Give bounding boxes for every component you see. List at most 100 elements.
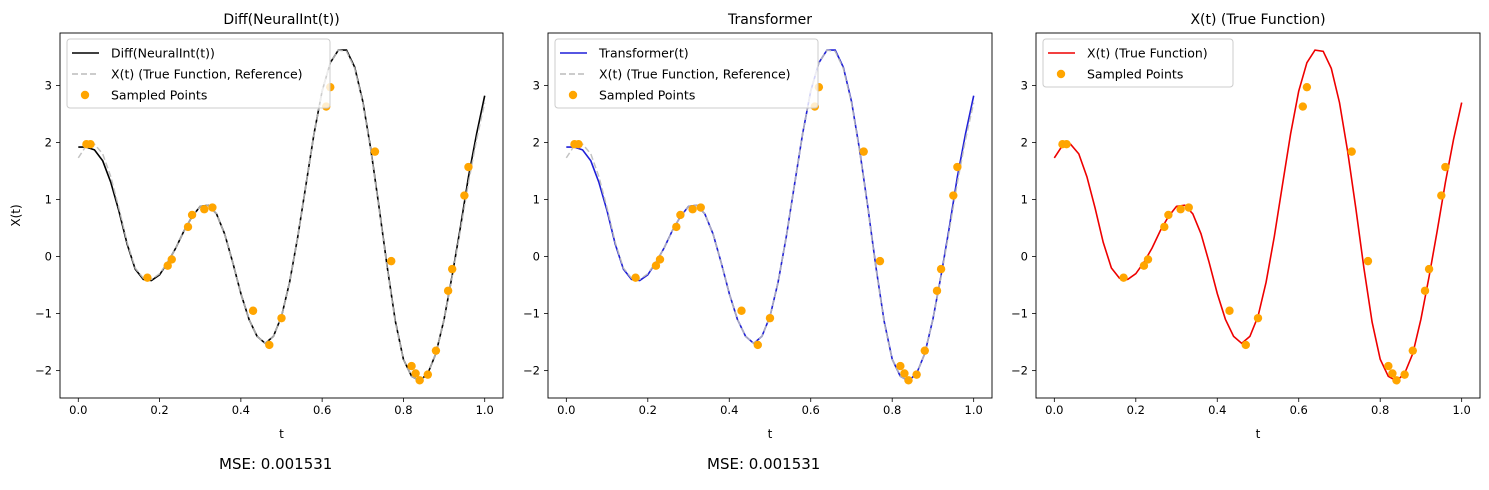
sampled-point	[200, 205, 209, 214]
x-tick-label: 0.8	[1371, 403, 1389, 417]
legend-entry-label: Sampled Points	[599, 88, 695, 103]
x-tick-label: 1.0	[476, 403, 494, 417]
sampled-point	[676, 210, 685, 220]
y-tick-label: 1	[1021, 193, 1028, 207]
sampled-point	[208, 203, 217, 212]
legend-entry-label: X(t) (True Function)	[1087, 46, 1208, 61]
sampled-point	[651, 261, 661, 270]
sampled-point	[696, 203, 705, 212]
sampled-point	[143, 273, 152, 282]
chart-title: Transformer	[727, 12, 812, 28]
x-axis-label: t	[279, 427, 284, 441]
x-tick-label: 0.4	[720, 403, 738, 417]
y-tick-label: −2	[1011, 364, 1028, 378]
sampled-point	[187, 210, 197, 220]
sampled-point	[672, 222, 681, 232]
sampled-point	[1420, 286, 1430, 295]
y-tick-label: −2	[523, 364, 540, 378]
sampled-point	[953, 162, 962, 172]
axes-frame	[1035, 32, 1481, 399]
chart-title: Diff(NeuralInt(t))	[223, 12, 339, 28]
legend: X(t) (True Function) Sampled Points	[1042, 38, 1234, 88]
axes-frame	[547, 32, 993, 399]
y-tick-label: −1	[1011, 307, 1028, 321]
sampled-point	[1225, 306, 1234, 315]
sampled-point	[1164, 210, 1173, 220]
sampled-point	[460, 191, 469, 200]
x-tick-label: 0.0	[1045, 403, 1063, 417]
sampled-point	[900, 369, 909, 378]
y-tick-label: 2	[1021, 136, 1028, 150]
sampled-point	[1139, 261, 1149, 270]
sampled-point	[1160, 222, 1169, 232]
legend: Transformer(t) X(t) (True Function, Refer…	[554, 38, 819, 109]
sampled-point	[859, 147, 868, 156]
y-tick-label: −1	[523, 307, 540, 321]
y-tick-label: 3	[533, 78, 540, 92]
sampled-point	[1384, 361, 1393, 371]
subplot-transformer: Transformer 0.0 0.2 0.4 0.6 0.8 1.0 −2 −1 0 1 2 3 t Tr…	[523, 12, 993, 441]
mse-label-transformer: MSE: 0.001531	[707, 455, 821, 473]
sampled-point	[737, 306, 746, 315]
sampled-point	[688, 205, 697, 214]
x-tick-label: 1.0	[965, 403, 983, 417]
sampled-point	[277, 313, 286, 323]
x-tick-label: 0.4	[1208, 403, 1226, 417]
sampled-point	[904, 376, 913, 385]
sampled-point	[920, 346, 929, 355]
sampled-point	[655, 255, 665, 264]
x-tick-label: 0.6	[313, 403, 331, 417]
sampled-point	[1184, 203, 1193, 212]
sampled-point	[1176, 205, 1185, 214]
x-tick-label: 0.2	[150, 403, 168, 417]
sampled-point	[1437, 191, 1446, 200]
sampled-point	[1408, 346, 1417, 355]
x-tick-label: 0.6	[802, 403, 820, 417]
x-tick-label: 0.0	[557, 403, 575, 417]
x-axis-label: t	[1256, 427, 1261, 441]
sampled-point	[765, 313, 775, 323]
series-line-true-function	[1053, 49, 1463, 382]
y-tick-label: 0	[533, 250, 540, 264]
x-tick-label: 0.2	[1127, 403, 1145, 417]
sampled-point	[1302, 82, 1312, 92]
sampled-point	[387, 256, 396, 266]
y-tick-label: 0	[1021, 250, 1028, 264]
sampled-point	[464, 162, 473, 172]
sampled-point	[574, 140, 583, 149]
plot-area	[77, 49, 486, 385]
sampled-point	[183, 222, 193, 232]
x-tick-label: 0.8	[394, 403, 412, 417]
sampled-point	[1441, 162, 1450, 172]
sampled-point	[1392, 376, 1401, 385]
sampled-point	[265, 340, 274, 350]
sampled-point	[1253, 313, 1263, 323]
sampled-point	[949, 191, 958, 200]
sampled-point	[86, 140, 95, 149]
legend-marker	[80, 90, 90, 100]
sampled-point	[1143, 255, 1153, 264]
y-tick-label: 3	[45, 78, 52, 92]
axes-frame	[59, 32, 504, 399]
y-tick-label: 0	[45, 250, 52, 264]
x-tick-label: 0.4	[232, 403, 250, 417]
x-tick-label: 1.0	[1453, 403, 1471, 417]
subplot-true-function: X(t) (True Function) 0.0 0.2 0.4 0.6 0.8 1.0 −2…	[1011, 12, 1481, 441]
x-tick-label: 0.8	[883, 403, 901, 417]
x-tick-label: 0.6	[1290, 403, 1308, 417]
legend-box	[66, 38, 331, 109]
y-tick-label: −2	[35, 364, 52, 378]
subplot-neuralint: Diff(NeuralInt(t)) 0.0 0.2 0.4 0.6 0.8 1.0 −2 −1…	[9, 12, 504, 441]
legend-marker	[568, 90, 578, 100]
sampled-point	[753, 340, 762, 350]
sampled-point	[415, 376, 424, 385]
sampled-point	[631, 273, 640, 282]
y-tick-label: 2	[533, 136, 540, 150]
legend-marker	[1056, 69, 1066, 79]
sampled-point	[431, 346, 441, 355]
sampled-point	[1119, 273, 1128, 282]
sampled-point	[1241, 340, 1250, 350]
sampled-point	[167, 255, 176, 264]
sampled-point	[1363, 256, 1373, 266]
